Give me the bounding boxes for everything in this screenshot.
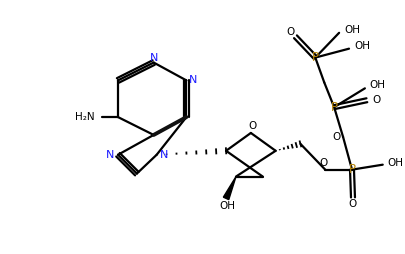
Text: P: P bbox=[347, 163, 355, 176]
Text: O: O bbox=[318, 158, 326, 168]
Text: O: O bbox=[248, 121, 256, 131]
Text: P: P bbox=[311, 51, 318, 64]
Text: H₂N: H₂N bbox=[75, 112, 94, 122]
Text: N: N bbox=[149, 53, 158, 62]
Text: O: O bbox=[372, 95, 380, 105]
Text: O: O bbox=[331, 132, 339, 142]
Text: OH: OH bbox=[353, 41, 369, 51]
Text: P: P bbox=[330, 101, 337, 114]
Text: N: N bbox=[106, 150, 114, 160]
Text: O: O bbox=[286, 27, 294, 37]
Text: N: N bbox=[159, 150, 167, 160]
Text: OH: OH bbox=[219, 201, 234, 211]
Text: OH: OH bbox=[343, 25, 359, 35]
Text: OH: OH bbox=[369, 80, 385, 90]
Polygon shape bbox=[223, 177, 235, 200]
Text: O: O bbox=[348, 199, 356, 209]
Text: OH: OH bbox=[387, 158, 403, 168]
Text: N: N bbox=[189, 75, 197, 85]
